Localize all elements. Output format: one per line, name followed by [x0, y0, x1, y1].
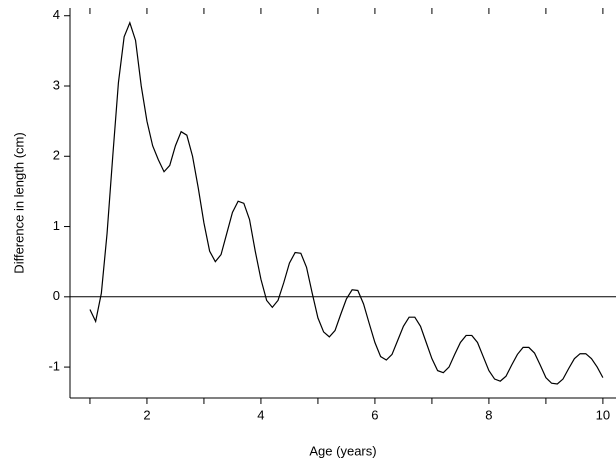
- y-tick-label: -1: [48, 359, 60, 374]
- y-tick-label: 0: [53, 288, 60, 303]
- x-tick-label: 8: [485, 407, 492, 422]
- y-tick-label: 4: [53, 7, 60, 22]
- y-tick-label: 2: [53, 148, 60, 163]
- y-axis-title: Difference in length (cm): [11, 132, 26, 273]
- x-tick-label: 10: [596, 407, 610, 422]
- x-axis-title: Age (years): [309, 443, 376, 458]
- data-line: [89, 21, 604, 385]
- x-tick-label: 2: [143, 407, 150, 422]
- y-tick-label: 3: [53, 77, 60, 92]
- x-tick-label: 4: [257, 407, 264, 422]
- y-tick-label: 1: [53, 218, 60, 233]
- x-tick-label: 6: [371, 407, 378, 422]
